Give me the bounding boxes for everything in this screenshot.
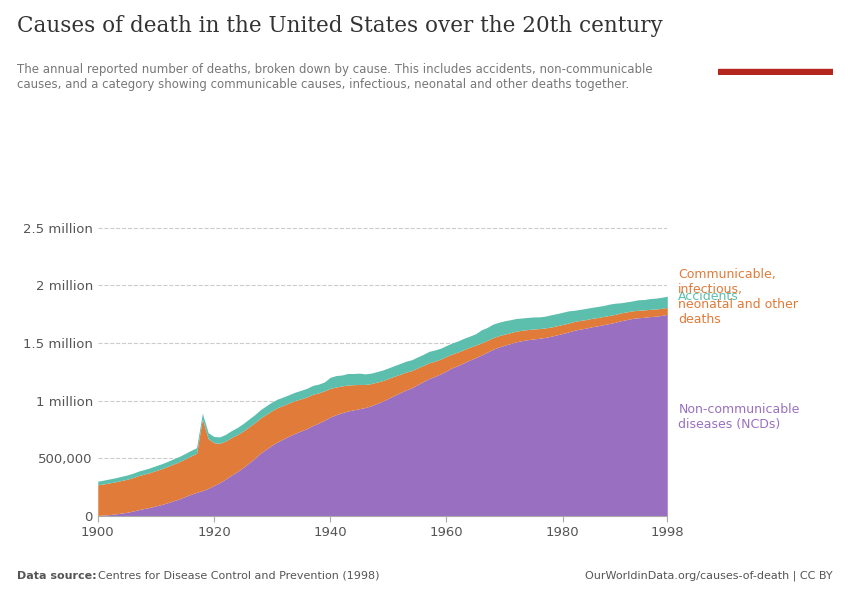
Text: in Data: in Data [755,45,796,55]
Text: Non-communicable
diseases (NCDs): Non-communicable diseases (NCDs) [678,403,800,431]
Text: Data source:: Data source: [17,571,100,581]
Bar [718,69,833,75]
Text: OurWorldinData.org/causes-of-death | CC BY: OurWorldinData.org/causes-of-death | CC … [586,570,833,581]
Text: Causes of death in the United States over the 20th century: Causes of death in the United States ove… [17,15,663,37]
Text: Communicable,
infectious,
neonatal and other
deaths: Communicable, infectious, neonatal and o… [678,268,798,326]
Text: Accidents: Accidents [678,290,740,302]
Text: The annual reported number of deaths, broken down by cause. This includes accide: The annual reported number of deaths, br… [17,63,653,91]
Text: Our World: Our World [746,26,805,36]
Text: Centres for Disease Control and Prevention (1998): Centres for Disease Control and Preventi… [98,571,379,581]
